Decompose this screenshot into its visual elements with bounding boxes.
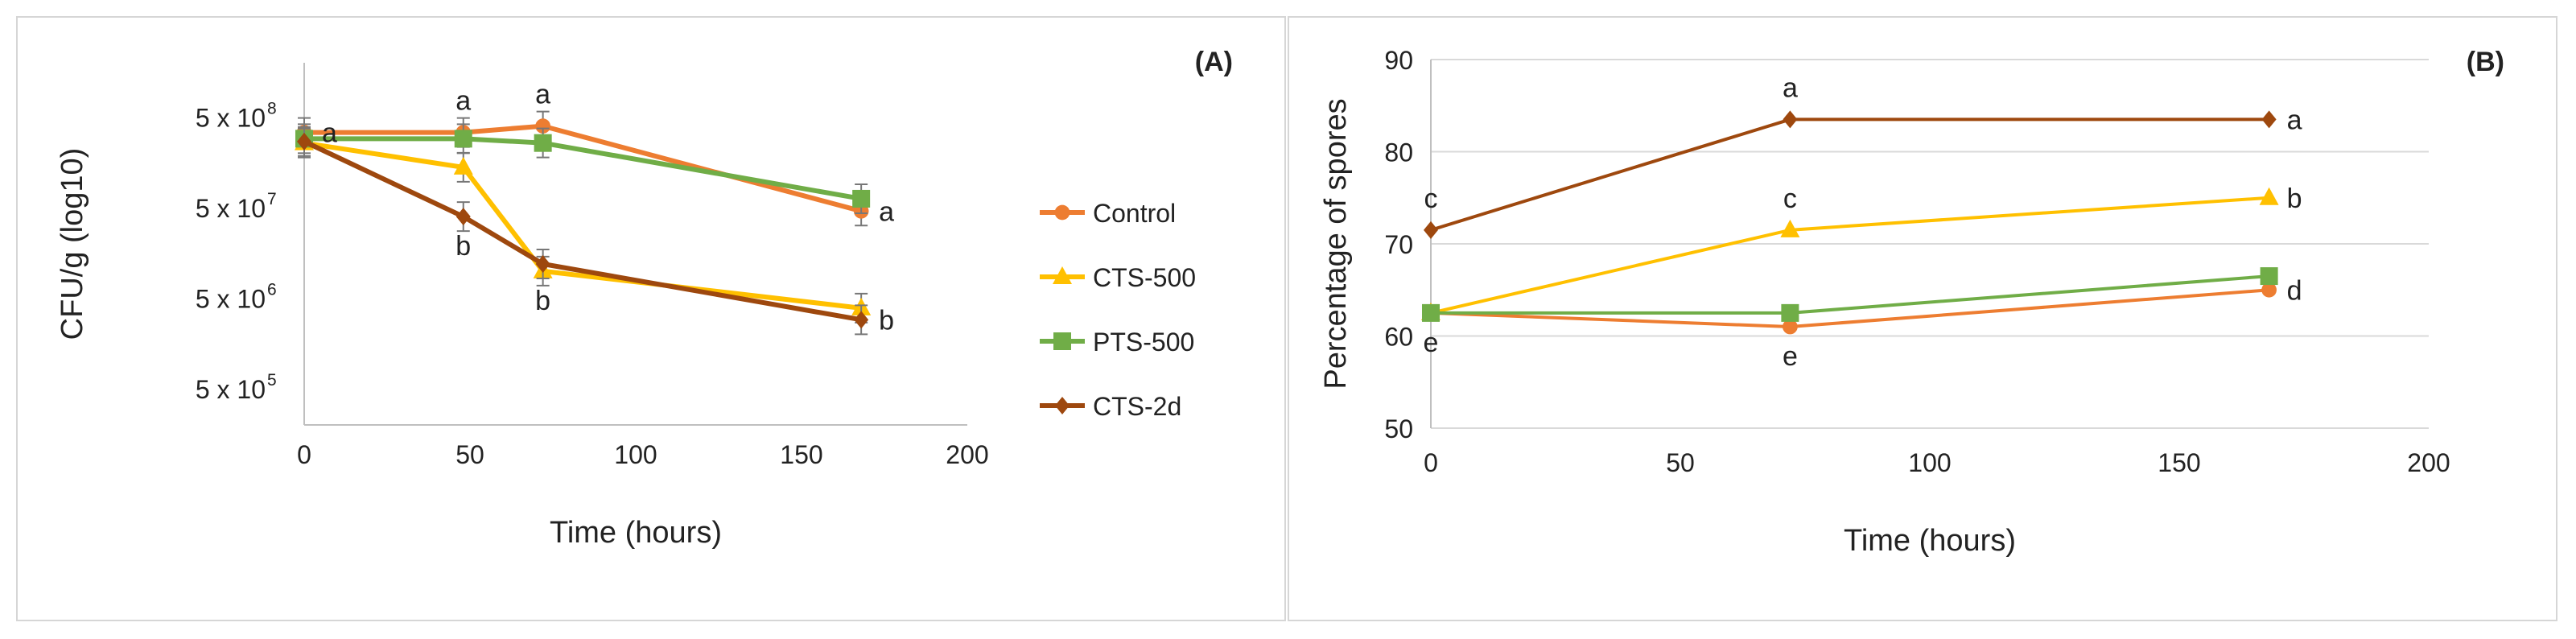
legend-label: PTS-500 — [1093, 328, 1194, 357]
y-axis-title: Percentage of spores — [1319, 98, 1353, 389]
data-point — [2260, 267, 2278, 286]
x-tick-label: 100 — [1908, 448, 1951, 477]
y-tick-label: 5 x 10 — [196, 104, 266, 133]
data-point — [1780, 219, 1800, 237]
annotation-letter: d — [2287, 275, 2302, 306]
data-point — [854, 311, 869, 329]
y-tick-exponent: 5 — [267, 371, 277, 390]
x-tick-label: 50 — [1666, 448, 1695, 477]
y-tick-label: 50 — [1384, 414, 1413, 443]
x-tick-label: 200 — [2407, 448, 2450, 477]
legend-item-cts-500: CTS-500 — [1040, 263, 1196, 292]
annotation-letter: a — [1783, 72, 1798, 103]
data-point — [455, 208, 471, 226]
series-line — [303, 140, 862, 311]
annotation-letter: a — [535, 80, 550, 110]
annotation-letter: a — [2287, 105, 2302, 135]
data-point — [534, 134, 552, 152]
y-tick-label: 90 — [1384, 46, 1413, 75]
series-line — [1430, 117, 2269, 232]
y-tick-exponent: 6 — [267, 281, 277, 299]
x-tick-label: 100 — [614, 440, 657, 469]
annotation-letter: e — [1424, 328, 1439, 358]
data-point — [453, 156, 473, 175]
data-point — [535, 254, 550, 273]
data-point — [297, 132, 311, 150]
x-tick-label: 150 — [2158, 448, 2200, 477]
series-line — [1430, 196, 2269, 315]
x-tick-label: 150 — [780, 440, 822, 469]
y-tick-exponent: 7 — [267, 190, 277, 208]
legend-label: CTS-2d — [1093, 392, 1181, 421]
y-tick-label: 70 — [1384, 230, 1413, 259]
panel-label: (B) — [2467, 47, 2504, 77]
x-axis-title: Time (hours) — [1844, 524, 2016, 558]
legend-label: CTS-500 — [1093, 263, 1196, 292]
series-line — [304, 136, 862, 201]
legend-marker — [1053, 332, 1071, 350]
annotation-letter: b — [535, 286, 550, 316]
legend-marker — [1055, 397, 1070, 414]
data-point — [2261, 282, 2277, 298]
annotation-letter: c — [1783, 183, 1797, 214]
chart-panel-a: 0 50 100 150 200 5 x 10 5 5 x 10 6 5 x 10 7 5 x 10 8… — [16, 16, 1286, 621]
legend-item-control: Control — [1040, 199, 1176, 228]
annotation-letter: e — [1783, 341, 1798, 372]
annotation-letter: b — [455, 231, 471, 262]
y-tick-label: 60 — [1384, 323, 1413, 352]
y-tick-label: 5 x 10 — [196, 285, 266, 314]
data-point — [2259, 187, 2279, 205]
data-point — [535, 118, 550, 134]
annotation-letter: a — [879, 196, 894, 227]
x-tick-label: 0 — [297, 440, 311, 469]
annotation-letter: b — [2287, 183, 2302, 214]
x-axis-title: Time (hours) — [550, 516, 722, 550]
y-tick-label: 80 — [1384, 138, 1413, 167]
annotation-letter: a — [455, 86, 471, 117]
data-point — [1783, 110, 1798, 129]
y-tick-label: 5 x 10 — [196, 375, 266, 404]
series-line — [1431, 274, 2269, 315]
legend-marker — [1054, 204, 1070, 221]
data-point — [1783, 319, 1798, 335]
data-point — [1422, 303, 1440, 322]
data-point — [454, 130, 472, 148]
series-control — [296, 110, 869, 227]
legend-label: Control — [1093, 199, 1176, 228]
annotation-letter: b — [879, 305, 894, 336]
legend-item-pts-500: PTS-500 — [1040, 328, 1194, 357]
data-point — [2261, 110, 2277, 129]
x-tick-label: 200 — [946, 440, 988, 469]
chart-b-svg: 50 60 70 80 90 0 50 100 150 200 Time (hours) Percen… — [1319, 46, 2504, 558]
series-cts-2d — [1424, 110, 2277, 239]
chart-panel-b: 50 60 70 80 90 0 50 100 150 200 Time (hours) Percen… — [1288, 16, 2557, 621]
data-point — [1781, 303, 1799, 322]
legend-marker — [1053, 266, 1072, 284]
data-point — [852, 189, 871, 208]
y-tick-exponent: 8 — [267, 100, 277, 118]
y-axis-title: CFU/g (log10) — [56, 148, 89, 340]
series-cts-2d — [297, 126, 869, 336]
annotation-letter: c — [1424, 183, 1438, 214]
annotation-letter: a — [322, 118, 337, 149]
data-point — [1424, 221, 1438, 239]
legend-item-cts-2d: CTS-2d — [1040, 392, 1181, 421]
panel-label: (A) — [1195, 47, 1233, 77]
series-line — [303, 139, 862, 323]
series-pts-500 — [1422, 267, 2278, 322]
x-tick-label: 50 — [455, 440, 484, 469]
series-cts-500 — [295, 127, 872, 324]
y-tick-label: 5 x 10 — [196, 194, 266, 223]
x-tick-label: 0 — [1424, 448, 1438, 477]
